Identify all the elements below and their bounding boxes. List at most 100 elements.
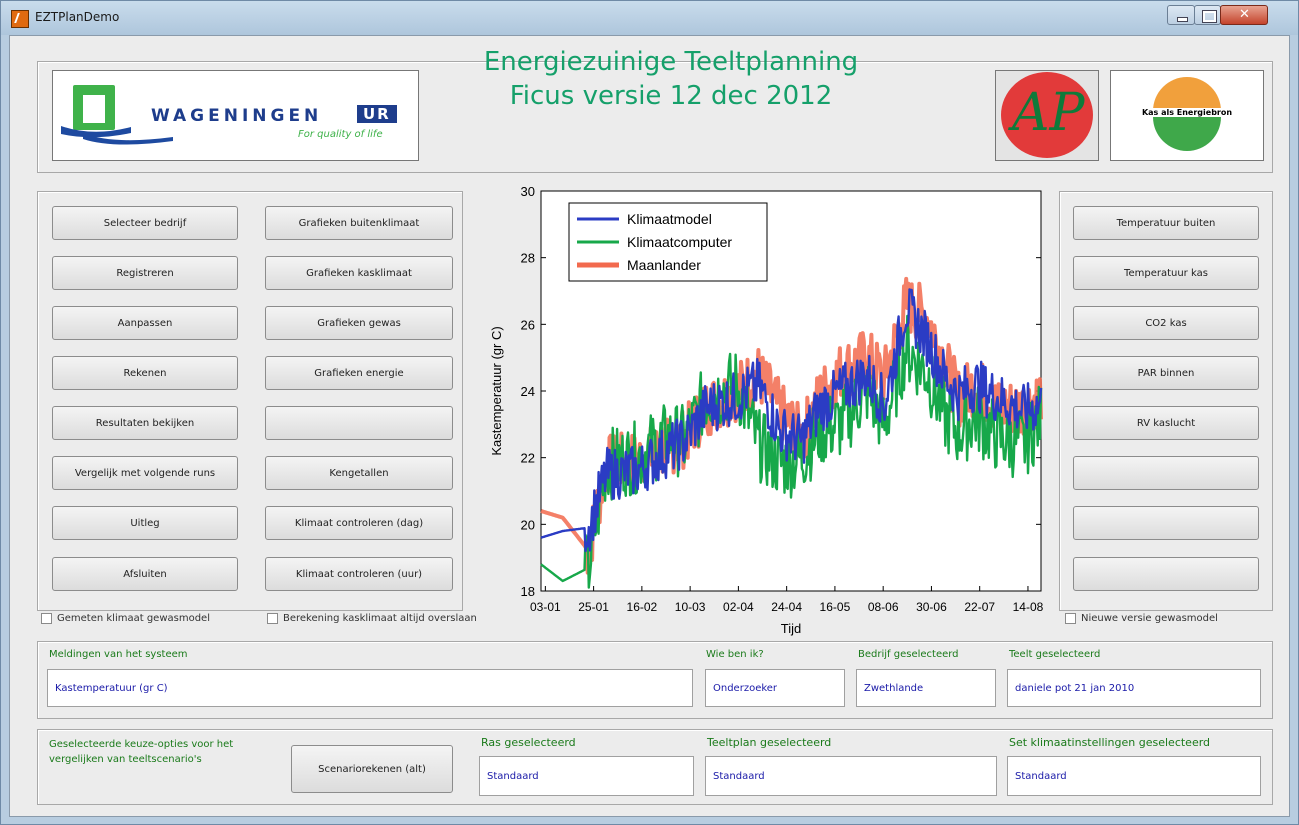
y-tick-label: 24 [521,384,535,399]
who-label: Wie ben ik? [706,649,764,660]
right-button-7[interactable] [1073,506,1259,540]
checkbox-label: Gemeten klimaat gewasmodel [57,613,210,624]
klimaat-field: Standaard [1007,756,1261,796]
left-col1-button-3[interactable]: Aanpassen [52,306,238,340]
left-col2-button-7[interactable]: Klimaat controleren (dag) [265,506,453,540]
x-tick-label: 30-06 [916,600,947,614]
left-col2-button-1[interactable]: Grafieken buitenklimaat [265,206,453,240]
series-line-klimaatcomputer [540,314,1043,589]
klimaat-label: Set klimaatinstellingen geselecteerd [1009,736,1211,749]
who-field: Onderzoeker [705,669,845,707]
wur-ur: UR [357,105,397,123]
left-col1-button-8[interactable]: Afsluiten [52,557,238,591]
checkbox-label: Nieuwe versie gewasmodel [1081,613,1218,624]
left-col2-button-2[interactable]: Grafieken kasklimaat [265,256,453,290]
messages-label: Meldingen van het systeem [49,649,188,660]
close-button[interactable]: ✕ [1220,5,1268,25]
crop-label: Teelt geselecteerd [1009,649,1101,660]
right-button-6[interactable] [1073,456,1259,490]
x-tick-label: 14-08 [1013,600,1044,614]
wur-logo: WAGENINGEN UR For quality of life [52,70,419,161]
series-line-klimaatmodel [540,288,1043,553]
y-tick-label: 28 [521,251,535,266]
title-line-2: Ficus versie 12 dec 2012 [509,81,833,111]
kas-logo: Kas als Energiebron [1110,70,1264,161]
x-tick-label: 25-01 [578,600,609,614]
left-col1-button-2[interactable]: Registreren [52,256,238,290]
x-tick-label: 10-03 [675,600,706,614]
close-icon: ✕ [1239,7,1250,22]
checkbox-box[interactable] [267,613,278,624]
temperature-chart: 18 20 22 24 26 28 30 03-01 25-01 16-02 10-03 02-04 2… [489,184,1044,636]
crop-field: daniele pot 21 jan 2010 [1007,669,1261,707]
checkbox-skip-calc[interactable]: Berekening kasklimaat altijd overslaan [267,613,477,624]
checkbox-measured-climate[interactable]: Gemeten klimaat gewasmodel [41,613,210,624]
kas-logo-text: Kas als Energiebron [1113,108,1261,117]
company-label: Bedrijf geselecteerd [858,649,959,660]
ap-logo-text: AP [1012,83,1085,143]
x-tick-label: 16-05 [820,600,851,614]
teeltplan-label: Teeltplan geselecteerd [707,736,832,749]
left-col2-button-3[interactable]: Grafieken gewas [265,306,453,340]
minimize-button[interactable] [1167,5,1195,25]
left-col1-button-4[interactable]: Rekenen [52,356,238,390]
left-col1-button-1[interactable]: Selecteer bedrijf [52,206,238,240]
wur-wordmark: WAGENINGEN [151,106,323,126]
x-tick-label: 22-07 [964,600,995,614]
x-axis-label: Tijd [781,621,801,636]
y-axis-label: Kastemperatuur (gr C) [489,326,504,455]
header-panel [37,61,1273,173]
scenario-button[interactable]: Scenariorekenen (alt) [291,745,453,793]
options-panel [37,729,1273,805]
checkbox-new-version[interactable]: Nieuwe versie gewasmodel [1065,613,1218,624]
right-button-8[interactable] [1073,557,1259,591]
title-bar: EZTPlanDemo ✕ [1,1,1298,35]
right-button-2[interactable]: Temperatuur kas [1073,256,1259,290]
right-button-1[interactable]: Temperatuur buiten [1073,206,1259,240]
maximize-button[interactable] [1194,5,1221,25]
title-line-1: Energiezuinige Teeltplanning [483,47,859,77]
left-button-panel [37,191,463,611]
right-button-3[interactable]: CO2 kas [1073,306,1259,340]
y-tick-label: 18 [521,584,535,599]
minimize-icon [1177,17,1188,22]
x-tick-label: 02-04 [723,600,754,614]
y-tick-label: 30 [521,184,535,199]
left-col2-button-6[interactable]: Kengetallen [265,456,453,490]
left-col2-button-8[interactable]: Klimaat controleren (uur) [265,557,453,591]
matlab-app-icon [11,10,29,28]
x-tick-label: 08-06 [868,600,899,614]
checkbox-box[interactable] [41,613,52,624]
maximize-icon [1202,10,1217,23]
right-button-4[interactable]: PAR binnen [1073,356,1259,390]
company-field: Zwethlande [856,669,996,707]
y-tick-label: 26 [521,317,535,332]
left-col1-button-7[interactable]: Uitleg [52,506,238,540]
options-description: Geselecteerde keuze-opties voor het verg… [49,739,234,765]
ras-field: Standaard [479,756,694,796]
messages-field: Kastemperatuur (gr C) [47,669,693,707]
x-tick-label: 03-01 [530,600,561,614]
left-col2-button-4[interactable]: Grafieken energie [265,356,453,390]
left-col2-button-5[interactable] [265,406,453,440]
status-panel [37,641,1273,719]
left-col1-button-6[interactable]: Vergelijk met volgende runs [52,456,238,490]
y-tick-label: 20 [521,517,535,532]
teeltplan-field: Standaard [705,756,997,796]
page-title: Energiezuinige Teeltplanning Ficus versi… [431,45,911,113]
window-title: EZTPlanDemo [35,10,120,24]
right-button-5[interactable]: RV kaslucht [1073,406,1259,440]
checkbox-label: Berekening kasklimaat altijd overslaan [283,613,477,624]
legend-entry: Klimaatmodel [627,211,712,227]
left-col1-button-5[interactable]: Resultaten bekijken [52,406,238,440]
checkbox-box[interactable] [1065,613,1076,624]
y-tick-label: 22 [521,451,535,466]
x-tick-label: 24-04 [771,600,802,614]
ras-label: Ras geselecteerd [481,736,576,749]
ap-logo: AP [995,70,1099,161]
legend-entry: Maanlander [627,257,701,273]
legend-entry: Klimaatcomputer [627,234,732,250]
right-button-panel [1059,191,1273,611]
wur-tagline: For quality of life [298,129,383,140]
